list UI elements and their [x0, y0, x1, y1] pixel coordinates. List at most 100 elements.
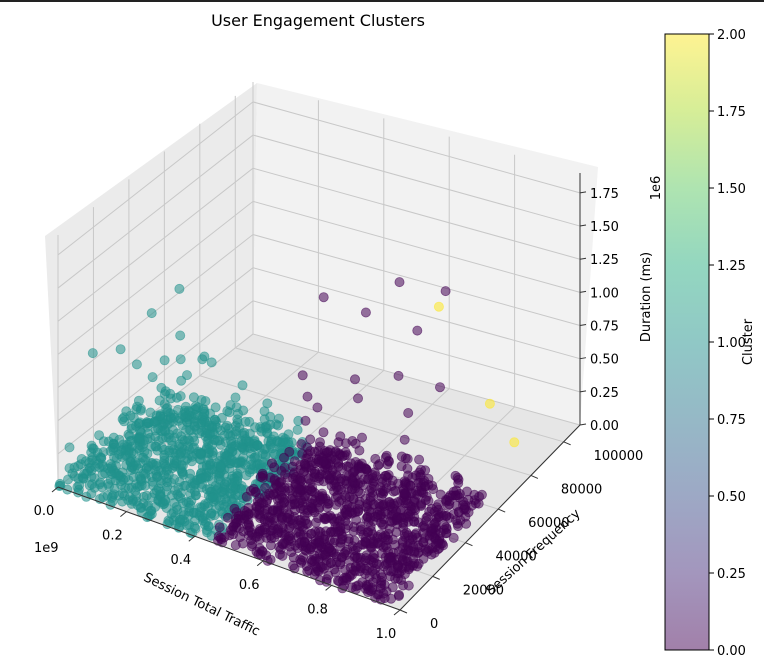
- colorbar-tick-label: 1.25: [717, 259, 746, 274]
- point-cluster-0: [331, 551, 342, 562]
- point-cluster-0: [344, 555, 355, 566]
- gridline-z: [57, 300, 581, 455]
- point-cluster-1: [150, 441, 161, 452]
- axis-lines: [57, 173, 581, 611]
- point-cluster-1: [209, 510, 220, 521]
- gridline-z: [57, 333, 581, 488]
- x-tick-mark: [256, 560, 264, 567]
- point-cluster-0: [370, 453, 381, 464]
- point-cluster-1: [196, 482, 207, 493]
- point-cluster-1: [89, 482, 100, 493]
- y-tick-mark: [432, 575, 440, 580]
- point-cluster-1: [174, 283, 185, 294]
- point-cluster-1: [210, 402, 221, 413]
- point-cluster-1: [252, 440, 263, 451]
- point-cluster-0: [318, 456, 329, 467]
- point-cluster-1: [161, 473, 172, 484]
- point-cluster-0: [393, 478, 404, 489]
- point-cluster-1: [184, 473, 195, 484]
- point-cluster-0: [300, 415, 311, 426]
- point-cluster-0: [438, 540, 449, 551]
- point-cluster-1: [177, 466, 188, 477]
- point-cluster-0: [365, 492, 376, 503]
- point-cluster-0: [403, 580, 414, 591]
- x-tick-label: 0.8: [307, 602, 328, 617]
- point-cluster-1: [111, 453, 122, 464]
- point-cluster-1: [133, 395, 144, 406]
- point-cluster-0: [299, 537, 310, 548]
- z-axis-label: Duration (ms): [639, 252, 654, 342]
- point-cluster-0: [347, 541, 358, 552]
- point-cluster-0: [234, 532, 245, 543]
- point-cluster-0: [360, 537, 371, 548]
- point-cluster-0: [397, 555, 408, 566]
- point-cluster-0: [434, 382, 445, 393]
- colorbar-tick-label: 1.50: [717, 182, 746, 197]
- point-cluster-1: [63, 474, 74, 485]
- point-cluster-0: [453, 474, 464, 485]
- point-cluster-1: [106, 461, 117, 472]
- point-cluster-1: [130, 486, 141, 497]
- point-cluster-0: [288, 552, 299, 563]
- point-cluster-0: [307, 482, 318, 493]
- point-cluster-0: [297, 370, 308, 381]
- point-cluster-1: [199, 510, 210, 521]
- x-tick-label: 0.4: [170, 553, 191, 568]
- point-cluster-0: [381, 483, 392, 494]
- point-cluster-0: [292, 483, 303, 494]
- z-tick-mark: [579, 290, 587, 293]
- window-top-border: [0, 0, 764, 2]
- point-cluster-0: [213, 531, 224, 542]
- colorbar-label: Cluster: [741, 318, 756, 365]
- point-cluster-1: [200, 472, 211, 483]
- point-cluster-1: [159, 449, 170, 460]
- point-cluster-1: [199, 351, 210, 362]
- point-cluster-0: [319, 513, 330, 524]
- point-cluster-0: [393, 589, 404, 600]
- point-cluster-0: [380, 452, 391, 463]
- point-cluster-0: [385, 555, 396, 566]
- point-cluster-0: [419, 533, 430, 544]
- point-cluster-0: [355, 521, 366, 532]
- point-cluster-1: [171, 392, 182, 403]
- point-cluster-1: [96, 453, 107, 464]
- point-cluster-1: [203, 420, 214, 431]
- point-cluster-1: [103, 478, 114, 489]
- point-cluster-1: [126, 423, 137, 434]
- point-cluster-0: [314, 441, 325, 452]
- point-cluster-1: [166, 435, 177, 446]
- point-cluster-1: [146, 308, 157, 319]
- point-cluster-0: [360, 583, 371, 594]
- point-cluster-0: [355, 563, 366, 574]
- point-cluster-1: [265, 440, 276, 451]
- x-tick-label: 1.0: [376, 627, 397, 642]
- point-cluster-0: [448, 532, 459, 543]
- point-cluster-0: [302, 391, 313, 402]
- point-cluster-0: [444, 499, 455, 510]
- point-cluster-0: [454, 507, 465, 518]
- point-cluster-1: [179, 480, 190, 491]
- z-tick-label: 1.25: [590, 253, 619, 268]
- point-cluster-0: [323, 543, 334, 554]
- x-tick-label: 0.0: [34, 504, 55, 519]
- point-cluster-1: [169, 412, 180, 423]
- point-cluster-0: [307, 505, 318, 516]
- point-cluster-0: [410, 529, 421, 540]
- point-cluster-0: [282, 512, 293, 523]
- point-cluster-0: [337, 462, 348, 473]
- point-cluster-1: [190, 401, 201, 412]
- point-cluster-0: [250, 487, 261, 498]
- tick-labels: 0.00.20.40.60.81.00200004000060000800001…: [34, 187, 644, 642]
- point-cluster-0: [276, 486, 287, 497]
- point-cluster-1: [151, 485, 162, 496]
- point-cluster-0: [272, 524, 283, 535]
- point-cluster-1: [273, 420, 284, 431]
- x-tick-mark: [325, 585, 332, 591]
- point-cluster-0: [247, 539, 258, 550]
- y-tick-mark: [530, 474, 539, 479]
- point-cluster-0: [376, 491, 387, 502]
- point-cluster-1: [202, 501, 213, 512]
- gridline-z: [57, 233, 581, 388]
- z-tick-mark: [579, 423, 587, 426]
